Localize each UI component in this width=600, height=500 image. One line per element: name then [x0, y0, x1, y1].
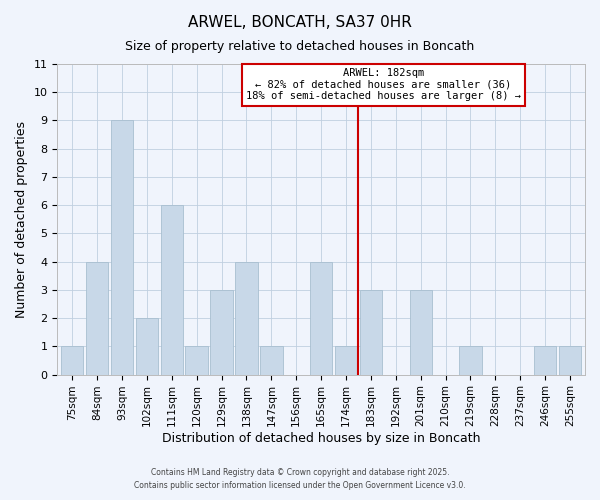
Bar — [111, 120, 133, 374]
Text: ARWEL, BONCATH, SA37 0HR: ARWEL, BONCATH, SA37 0HR — [188, 15, 412, 30]
Bar — [161, 205, 183, 374]
Bar — [410, 290, 432, 374]
Text: Contains HM Land Registry data © Crown copyright and database right 2025.
Contai: Contains HM Land Registry data © Crown c… — [134, 468, 466, 490]
Bar — [235, 262, 257, 374]
Bar — [260, 346, 283, 374]
Bar — [310, 262, 332, 374]
Bar — [335, 346, 357, 374]
Y-axis label: Number of detached properties: Number of detached properties — [15, 121, 28, 318]
Bar — [559, 346, 581, 374]
Bar — [136, 318, 158, 374]
Bar — [211, 290, 233, 374]
Bar — [185, 346, 208, 374]
Text: Size of property relative to detached houses in Boncath: Size of property relative to detached ho… — [125, 40, 475, 53]
Bar — [534, 346, 556, 374]
Bar — [61, 346, 83, 374]
X-axis label: Distribution of detached houses by size in Boncath: Distribution of detached houses by size … — [162, 432, 481, 445]
Text: ARWEL: 182sqm
← 82% of detached houses are smaller (36)
18% of semi-detached hou: ARWEL: 182sqm ← 82% of detached houses a… — [246, 68, 521, 102]
Bar — [86, 262, 109, 374]
Bar — [459, 346, 482, 374]
Bar — [360, 290, 382, 374]
